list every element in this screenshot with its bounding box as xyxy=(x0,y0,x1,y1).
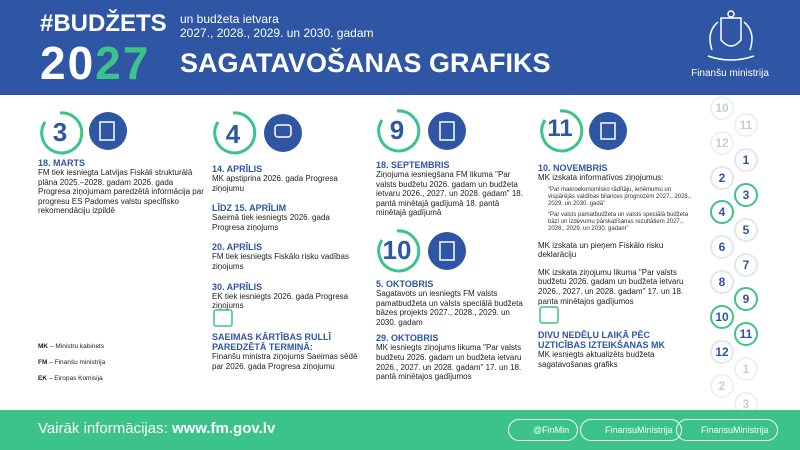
legend-item: FM – Finanšu ministrija xyxy=(38,359,198,366)
date: LĪDZ 15. APRĪLIM xyxy=(212,203,287,214)
month-number: 11 xyxy=(547,115,573,142)
legend-text: – Eiropas Komisija xyxy=(48,375,103,382)
deadline-heading: SAEIMAS KĀRTĪBAS RULLĪ PAREDZĒTĀ TERMIŅĀ… xyxy=(212,332,331,352)
legend-text: – Finanšu ministrija xyxy=(49,359,106,366)
text: Finanšu ministra ziņojums Saeimas sēdē p… xyxy=(212,352,358,371)
date: 30. APRĪLIS xyxy=(212,281,263,292)
timeline-month: 12 xyxy=(710,130,734,155)
year-start: 20 xyxy=(40,37,96,89)
social-instagram[interactable]: FinansuMinistrija xyxy=(676,419,778,441)
deadline-heading: DIVU NEDĒĻU LAIKĀ PĒC UZTICĪBAS IZTEIKŠA… xyxy=(538,330,665,350)
social-facebook[interactable]: FinansuMinistrija xyxy=(580,419,682,441)
abbr: FM xyxy=(38,359,48,366)
ministry: Finanšu ministrija xyxy=(691,68,769,79)
column: 18. SEPTEMBRIS Ziņojuma iesniegšana FM l… xyxy=(376,160,526,218)
timeline-month: 8 xyxy=(710,270,734,294)
date: 14. APRĪLIS xyxy=(212,164,263,174)
column: 14. APRĪLIS MK apstiprina 2026. gada Pro… xyxy=(212,164,360,311)
abbr: MK xyxy=(38,343,49,350)
timeline-month: 12 xyxy=(710,339,734,364)
legend-text: – Ministru kabinets xyxy=(49,343,105,350)
timeline-month: 10 xyxy=(710,304,734,329)
subtitle-line: un budžeta ietvara xyxy=(180,12,279,26)
legend-item: EK – Eiropas Komisija xyxy=(38,375,198,382)
hashtag: #BUDŽETS xyxy=(40,10,167,37)
text: FM tiek iesniegta Latvijas Fiskāli struk… xyxy=(38,168,204,216)
bullet: “Par makroekonomisko rādītāju, ieņēmumu … xyxy=(548,186,692,207)
text: FM tiek iesniegts Fiskālo risku vadības … xyxy=(212,252,349,271)
deadline: SAEIMAS KĀRTĪBAS RULLĪ PAREDZĒTĀ TERMIŅĀ… xyxy=(212,332,362,371)
timeline-month: 10 xyxy=(710,96,734,120)
date: 10. NOVEMBRIS xyxy=(538,163,608,173)
legend-item: MK – Ministru kabinets xyxy=(38,343,198,350)
text: MK apstiprina 2026. gada Progresa ziņoju… xyxy=(212,174,338,193)
text: EK tiek iesniegts 2026. gada Progresa zi… xyxy=(212,291,349,311)
bullet: “Par valsts pamatbudžeta un valsts speci… xyxy=(548,211,689,232)
abbr: EK xyxy=(38,375,48,382)
deadline: DIVU NEDĒĻU LAIKĀ PĒC UZTICĪBAS IZTEIKŠA… xyxy=(538,330,698,369)
timeline-month: 5 xyxy=(734,217,758,242)
title: SAGATAVOŠANAS GRAFIKS xyxy=(180,48,551,78)
footer xyxy=(0,410,800,450)
date: 5. OKTOBRIS xyxy=(376,279,434,289)
text: MK iesniegts aktualizēts budžeta sagatav… xyxy=(538,350,655,369)
timeline-month: 7 xyxy=(734,252,758,277)
timeline-month: 9 xyxy=(734,287,758,312)
text: MK izskata ziņojumu likuma "Par valsts b… xyxy=(538,267,684,306)
month-number: 10 xyxy=(382,235,412,265)
year-end: 27 xyxy=(95,37,151,89)
date: 20. APRĪLIS xyxy=(212,242,263,253)
badges xyxy=(40,109,627,327)
footer-label: Vairāk informācijas: xyxy=(38,420,168,437)
footer-url[interactable]: www.fm.gov.lv xyxy=(171,420,276,437)
timeline-month: 4 xyxy=(710,200,734,225)
column: 5. OKTOBRIS Sagatavots un iesniegts FM v… xyxy=(376,279,526,382)
text: Ziņojuma iesniegšana FM likuma "Par vals… xyxy=(376,170,523,218)
column: 10. NOVEMBRIS MK izskata informatīvos zi… xyxy=(538,163,696,306)
text: Sagatavots un iesniegts FM valsts pamatb… xyxy=(376,289,523,327)
social-x[interactable]: @FinMin xyxy=(508,419,579,441)
timeline-month: 6 xyxy=(710,235,734,260)
column: 18. MARTS FM tiek iesniegta Latvijas Fis… xyxy=(38,158,206,216)
text: MK iesniegts ziņojums likuma "Par valsts… xyxy=(376,343,522,382)
month-number: 4 xyxy=(225,119,241,149)
timeline-month: 1 xyxy=(734,357,758,381)
subtitle: un budžeta ietvara 2027., 2028., 2029. un… xyxy=(180,12,374,40)
subtitle-line: 2027., 2028., 2029. un 2030. gadam xyxy=(180,26,374,40)
timeline-month: 2 xyxy=(710,165,734,190)
month-number: 3 xyxy=(52,117,68,147)
legend: MK – Ministru kabinets FM – Finanšu mini… xyxy=(38,343,198,382)
timeline-month: 2 xyxy=(710,374,734,399)
month-number: 9 xyxy=(389,115,405,145)
text: MK izskata informatīvos ziņojumus: xyxy=(538,173,664,182)
date: 18. SEPTEMBRIS xyxy=(376,160,450,170)
text: MK izskata un pieņem Fiskālo risku dekla… xyxy=(538,240,664,260)
timeline-month: 11 xyxy=(734,113,758,138)
coat-of-arms xyxy=(707,10,755,61)
footer-info: Vairāk informācijas: www.fm.gov.lv xyxy=(38,420,275,437)
date: 29. OKTOBRIS xyxy=(376,333,439,344)
timeline-month: 3 xyxy=(734,183,758,207)
date: 18. MARTS xyxy=(38,158,86,168)
text: Saeimā tiek iesniegts 2026. gada Progres… xyxy=(212,213,330,232)
timeline-month: 1 xyxy=(734,148,758,173)
timeline-month: 11 xyxy=(734,322,758,347)
year: 2027 xyxy=(40,36,150,90)
header xyxy=(0,0,800,95)
